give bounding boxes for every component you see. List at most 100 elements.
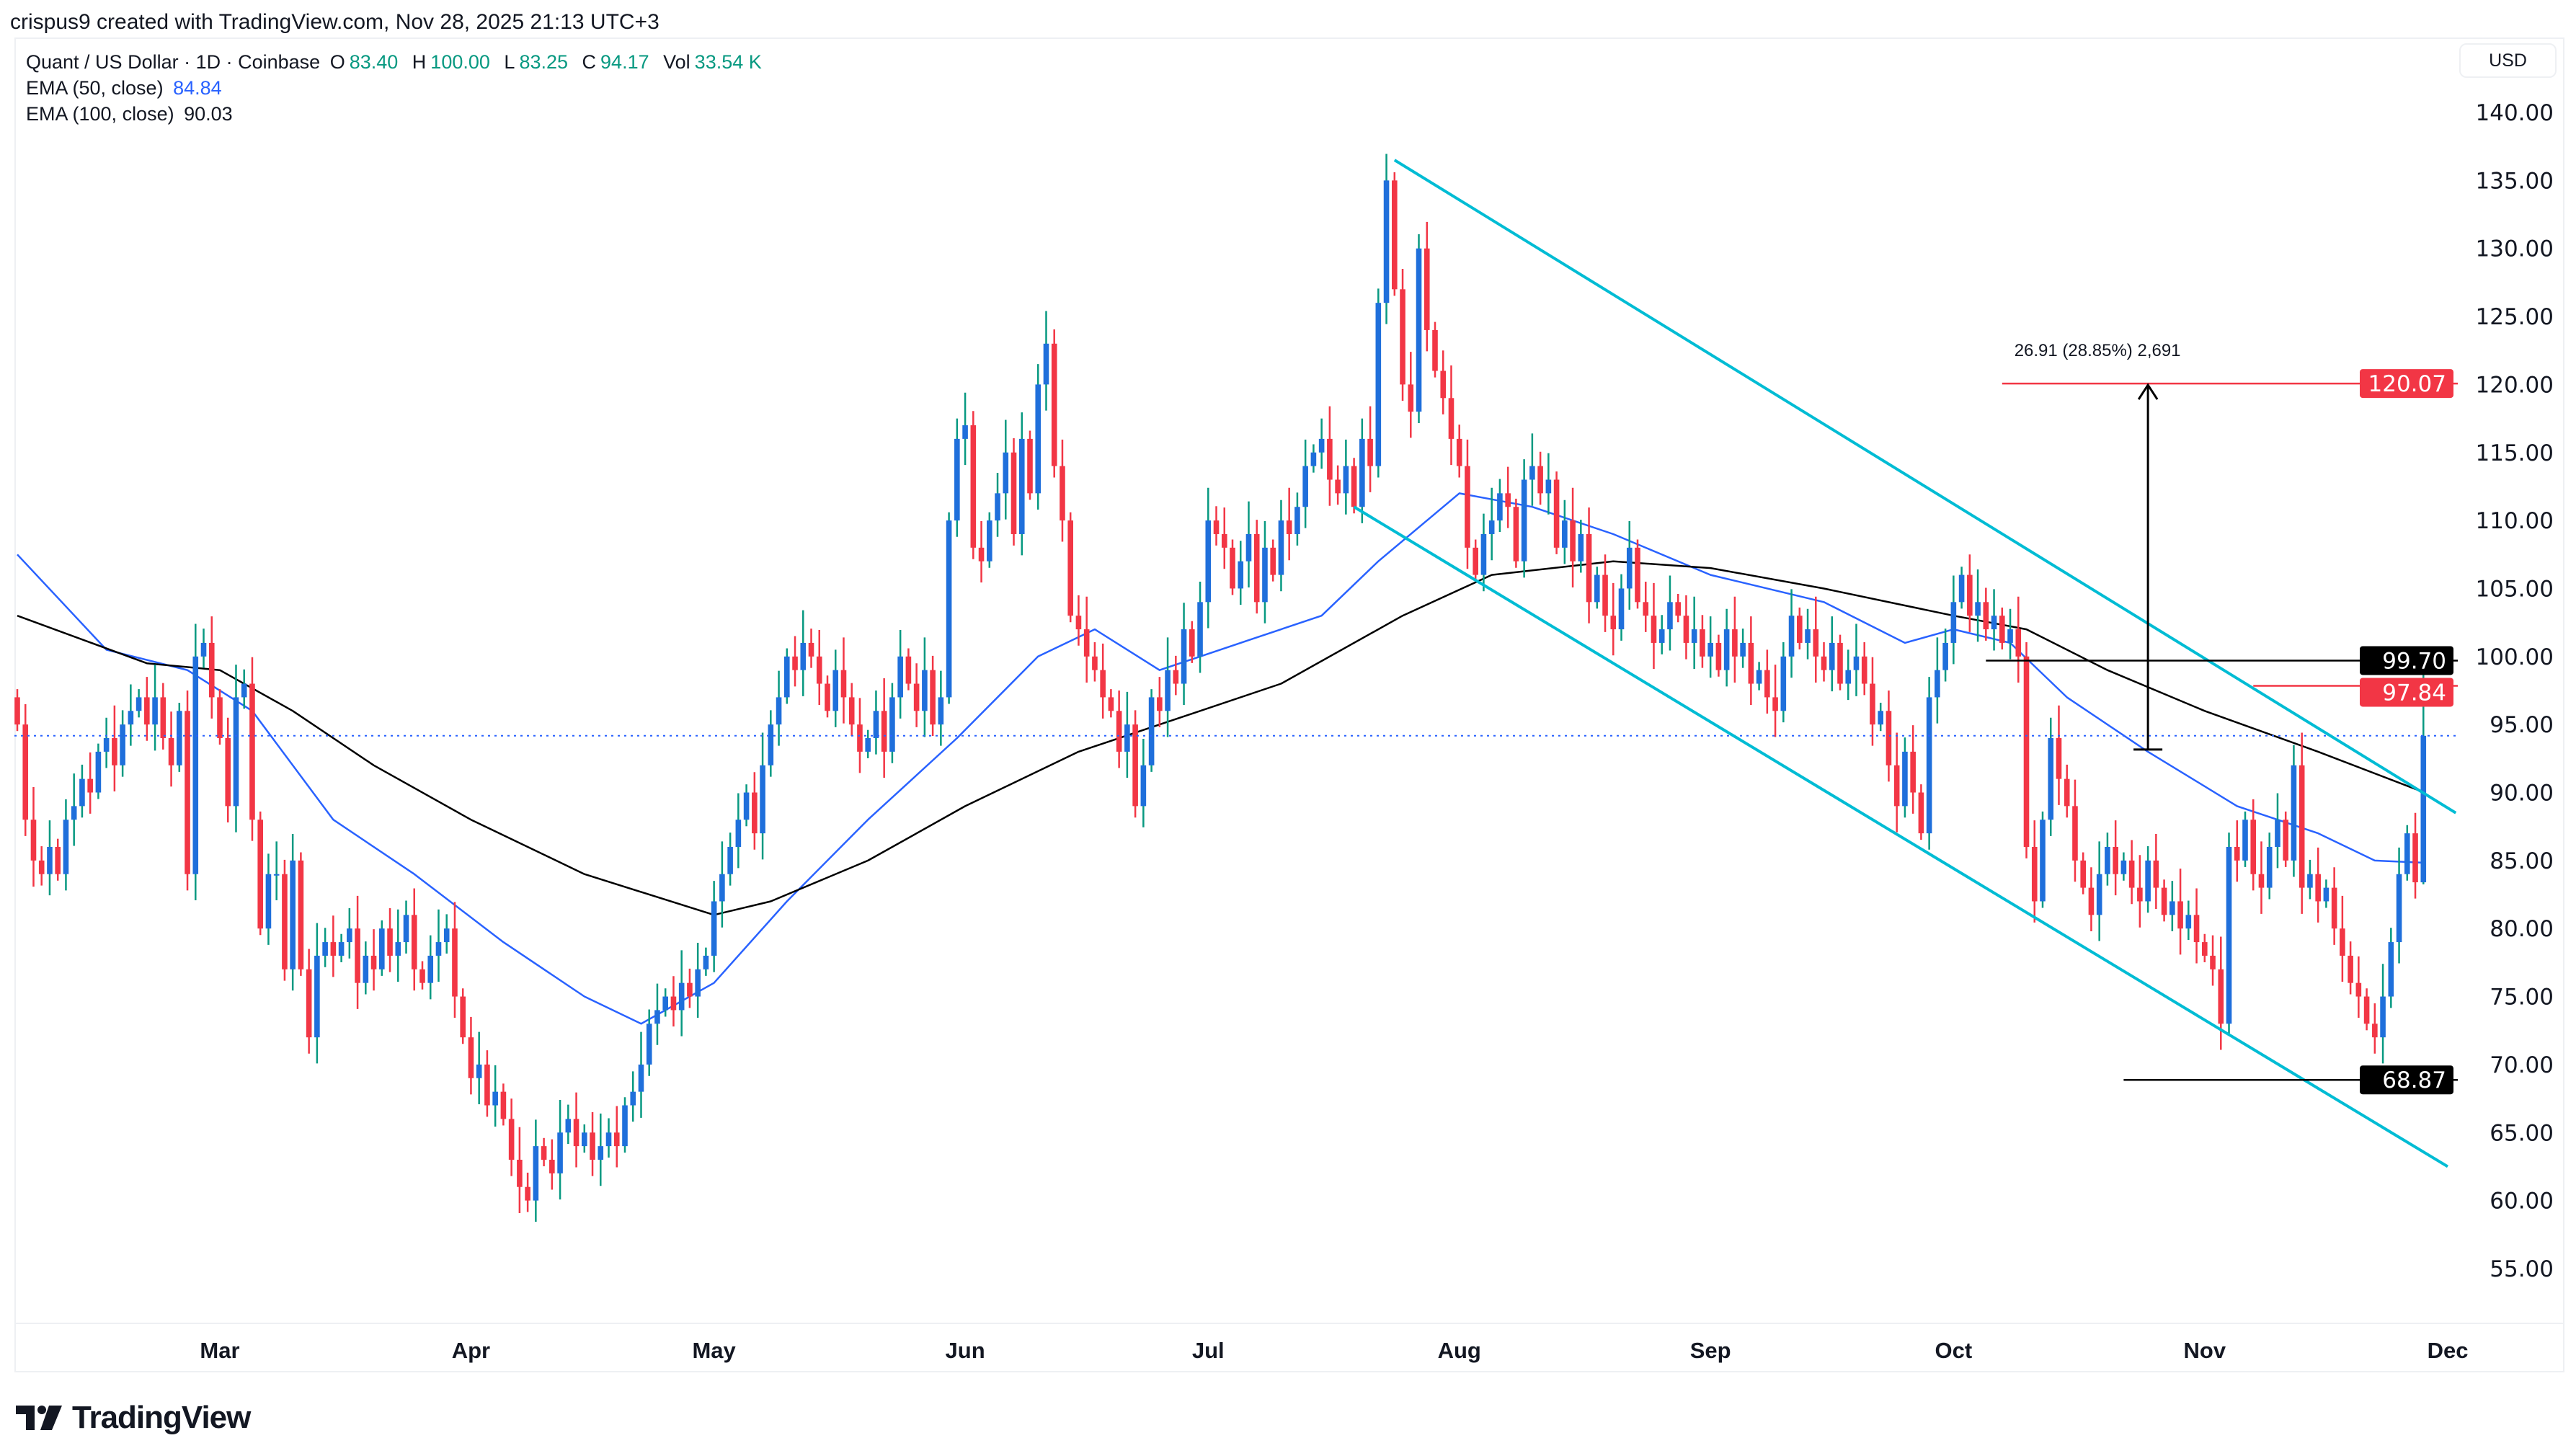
candle — [460, 988, 466, 1044]
candle — [1910, 725, 1916, 814]
candle — [1343, 439, 1349, 515]
candle-body — [582, 1132, 587, 1147]
candle — [1740, 629, 1746, 668]
arrow-head-icon — [2137, 383, 2159, 400]
candle — [2202, 933, 2208, 962]
candle — [1318, 418, 1325, 469]
candle — [719, 841, 725, 928]
candle — [743, 784, 750, 827]
candle-body — [954, 438, 960, 521]
candle-body — [2275, 820, 2280, 847]
tradingview-logo[interactable]: TradingView — [16, 1400, 251, 1436]
candle-body — [1473, 547, 1478, 575]
candle — [2242, 811, 2248, 867]
candle — [387, 907, 393, 972]
candle — [1140, 738, 1147, 827]
candle — [1432, 321, 1438, 378]
candle-body — [1805, 629, 1811, 643]
candle-body — [1067, 520, 1073, 616]
candle — [1870, 657, 1875, 746]
candle-body — [120, 724, 125, 765]
candle-body — [200, 642, 207, 657]
candle — [347, 907, 352, 959]
candle-body — [962, 425, 968, 439]
candle-body — [1797, 616, 1803, 643]
candle-body — [2372, 1024, 2378, 1038]
open-label: O — [329, 51, 345, 73]
candle-body — [743, 792, 750, 820]
candle-body — [533, 1146, 539, 1201]
candle-body — [654, 1010, 660, 1024]
candle — [533, 1119, 539, 1222]
candle-body — [1124, 724, 1130, 752]
candle — [1578, 520, 1584, 573]
candle — [622, 1097, 628, 1153]
x-tick-label: Apr — [452, 1338, 490, 1363]
candle — [1756, 662, 1762, 691]
candle-body — [1975, 602, 1981, 616]
high-value: 100.00 — [430, 51, 490, 73]
candle — [1958, 567, 1965, 609]
symbol-title[interactable]: Quant / US Dollar · 1D · Coinbase — [26, 51, 321, 73]
candle — [500, 1083, 507, 1126]
candle-body — [2120, 860, 2127, 874]
candle — [508, 1098, 515, 1176]
candle — [1797, 607, 1803, 649]
candles — [14, 154, 2427, 1222]
candle — [1400, 269, 1405, 401]
candle-body — [995, 493, 1000, 521]
time-axis[interactable]: Mar Apr May Jun Jul Aug Sep Oct Nov Dec — [14, 1323, 2563, 1363]
candle-body — [873, 711, 879, 739]
candle-body — [2396, 874, 2402, 943]
candle — [1465, 439, 1470, 569]
candle-body — [1456, 438, 1462, 466]
candle — [306, 949, 312, 1054]
candle-body — [435, 942, 442, 956]
candle — [1440, 350, 1447, 414]
candle-body — [306, 969, 312, 1038]
candle-body — [508, 1119, 515, 1160]
candle-body — [1286, 520, 1292, 534]
candle-body — [468, 1037, 474, 1078]
candle — [443, 914, 450, 954]
legend-ema100-row[interactable]: EMA (100, close) 90.03 — [26, 101, 770, 127]
candle — [55, 838, 61, 881]
candle — [452, 902, 458, 1018]
candle-body — [1935, 670, 1940, 698]
candle — [1230, 539, 1235, 595]
price-axis[interactable]: 55.00 60.00 65.00 70.00 75.00 80.00 85.00 90.00… — [2476, 100, 2554, 1282]
candle-body — [598, 1146, 604, 1160]
candle-body — [865, 738, 871, 752]
candle — [2266, 833, 2273, 900]
candle — [1327, 406, 1333, 506]
currency-button[interactable]: USD — [2459, 43, 2557, 78]
legend-ema50-row[interactable]: EMA (50, close) 84.84 — [26, 75, 770, 101]
candle-body — [2177, 901, 2183, 929]
candle — [768, 710, 774, 777]
candle — [1351, 458, 1357, 514]
candle — [598, 1113, 604, 1186]
candle — [468, 1016, 474, 1095]
channel-lower-trendline — [1353, 505, 2449, 1168]
candle-body — [1521, 479, 1527, 561]
candle — [257, 811, 263, 936]
candle — [1148, 689, 1155, 772]
candle-body — [2137, 887, 2143, 902]
candle-body — [1011, 452, 1017, 534]
candle — [1335, 465, 1341, 505]
candle-body — [2088, 887, 2095, 915]
close-value: 94.17 — [600, 51, 649, 73]
candle — [1124, 691, 1130, 778]
candle-body — [225, 738, 231, 807]
candle — [395, 909, 401, 982]
candle-body — [525, 1186, 530, 1201]
candle-body — [1643, 602, 1649, 616]
candle — [2137, 855, 2143, 928]
candle — [1715, 634, 1722, 677]
candle — [225, 717, 231, 823]
candle — [1488, 487, 1495, 561]
candle — [541, 1137, 547, 1167]
candle — [1003, 420, 1009, 520]
candle-body — [1213, 520, 1220, 534]
